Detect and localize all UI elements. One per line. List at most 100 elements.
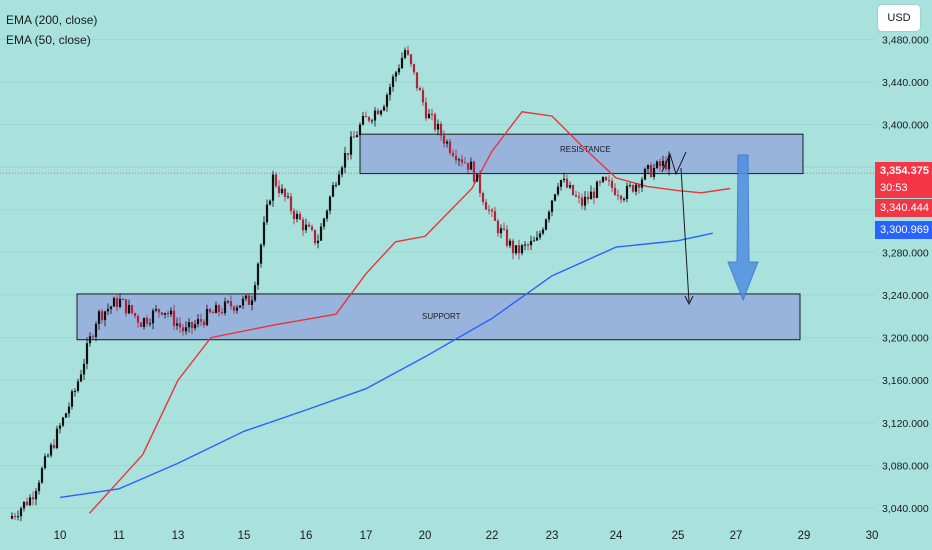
candle-body (376, 110, 380, 115)
candle-body (58, 425, 62, 429)
candle-body (499, 228, 503, 234)
candle-body (472, 161, 476, 182)
ema50-price-tag: 3,340.444 (875, 199, 932, 217)
candle-body (520, 245, 524, 254)
candle-body (142, 317, 146, 328)
y-axis-panel (875, 0, 932, 550)
candle-body (310, 226, 314, 230)
candle-body (187, 322, 191, 328)
candle-body (61, 417, 65, 426)
candle-body (430, 113, 434, 115)
y-tick-label: 3,080.000 (882, 460, 929, 472)
candle-body (442, 135, 446, 144)
currency-button[interactable]: USD (878, 5, 920, 31)
candle-body (628, 185, 632, 187)
candle-body (229, 301, 233, 307)
candle-body (367, 117, 371, 121)
candle-body (568, 185, 572, 188)
candle-body (172, 310, 176, 326)
candle-body (391, 76, 395, 87)
candle-body (406, 50, 410, 55)
candle-body (244, 295, 248, 299)
candle-body (529, 240, 533, 246)
legend-ema50[interactable]: EMA (50, close) (6, 33, 91, 47)
candle-body (601, 176, 605, 182)
candle-body (541, 229, 545, 234)
ema200-line-group (59, 232, 713, 499)
last-price-value: 3,354.375 (880, 165, 929, 177)
candle-body (370, 120, 374, 122)
candle-body (22, 501, 26, 509)
candle-body (307, 224, 311, 227)
candle-body (457, 159, 461, 161)
x-tick-label: 30 (866, 530, 879, 542)
candle-body (100, 311, 104, 321)
support-zone (76, 293, 801, 341)
last-price-tag: 3,354.375 30:53 (875, 162, 932, 198)
candle-body (610, 180, 614, 188)
candle-body (118, 298, 122, 307)
candle-body (346, 153, 350, 155)
candle-body (607, 180, 611, 182)
countdown-timer: 30:53 (880, 182, 908, 194)
y-tick-label: 3,240.000 (882, 290, 929, 302)
candle-body (217, 305, 221, 313)
candle-body (145, 317, 149, 324)
x-tick-label: 15 (238, 530, 251, 542)
candle-body (583, 196, 587, 206)
candle-body (55, 428, 59, 448)
candle-body (247, 295, 251, 305)
candle-body (538, 233, 542, 238)
candle-body (637, 184, 641, 188)
projection-zigzag (661, 151, 687, 176)
x-tick-label: 13 (172, 530, 185, 542)
candle-body (349, 136, 353, 155)
candle-body (667, 155, 671, 170)
x-tick-label: 25 (672, 530, 685, 542)
candle-body (574, 195, 578, 197)
legend-ema200[interactable]: EMA (200, close) (6, 13, 98, 27)
candle-body (511, 240, 515, 254)
candle-body (421, 90, 425, 103)
candle-body (379, 110, 383, 115)
candle-body (139, 322, 143, 328)
candle-body (301, 219, 305, 231)
candle-body (223, 301, 227, 314)
x-axis: 10 11 13 15 16 17 20 22 23 24 25 27 29 30 (0, 522, 878, 550)
candle-body (97, 311, 101, 324)
candle-body (166, 312, 170, 315)
candle-body (559, 180, 563, 187)
candle-body (19, 508, 23, 517)
candle-body (283, 188, 287, 197)
candle-body (505, 229, 509, 246)
candle-body (388, 86, 392, 95)
candle-body (589, 191, 593, 200)
candle-body (103, 311, 107, 321)
candles (10, 45, 671, 522)
candle-body (445, 141, 449, 144)
candle-body (64, 413, 68, 418)
y-tick-label: 3,480.000 (882, 34, 929, 46)
candle-body (208, 308, 212, 313)
y-tick-label: 3,200.000 (882, 333, 929, 345)
drawings (661, 151, 759, 306)
candle-body (148, 323, 152, 325)
candle-body (448, 141, 452, 153)
candle-body (91, 336, 95, 338)
candle-body (418, 88, 422, 91)
candle-body (652, 167, 656, 178)
candle-body (565, 178, 569, 188)
candle-body (265, 204, 269, 223)
candle-body (484, 201, 488, 210)
candle-body (337, 174, 341, 185)
candle-body (109, 306, 113, 309)
candle-body (214, 305, 218, 313)
candle-body (352, 136, 356, 138)
y-tick-label: 3,160.000 (882, 375, 929, 387)
candle-body (268, 200, 272, 205)
candle-body (235, 307, 239, 311)
candle-body (190, 322, 194, 329)
